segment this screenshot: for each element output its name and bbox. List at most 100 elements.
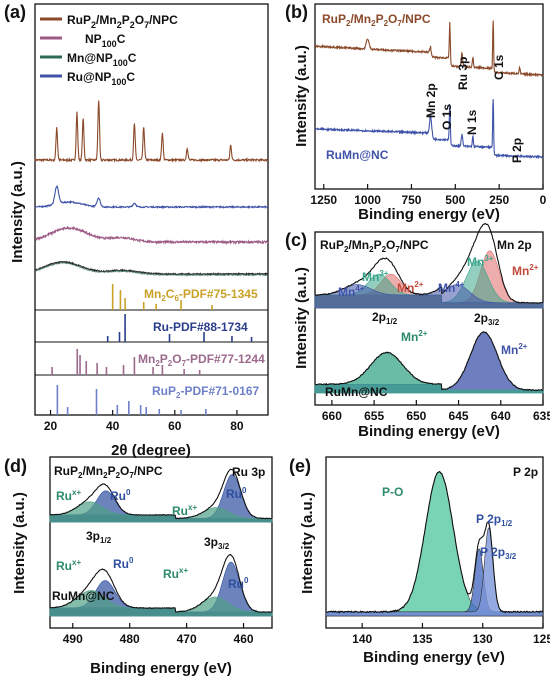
panel-d-series2-label: RuMn@NC [52, 589, 115, 603]
panel-c-mn3-left: Mn3+ [362, 269, 389, 284]
panel-c-2p32: 2p3/2 [474, 311, 500, 327]
panel-d-x-tick-label: 470 [177, 632, 197, 646]
panel-b-x-tick-label: 750 [401, 193, 421, 207]
panel-c-frame [314, 231, 544, 406]
panel-c-mn2-lower-right: Mn2+ [501, 342, 528, 357]
panel-e-curves [325, 470, 544, 617]
panel-c: 660 655 650 645 640 635 (c) RuP2/Mn2P2O7/NPC … [285, 222, 550, 440]
panel-d-3p32: 3p3/2 [204, 535, 230, 551]
panel-d-ru0-upper-left: Ru0 [110, 488, 131, 503]
panel-c-x-tick-label: 645 [449, 409, 469, 423]
panel-a-curves [34, 100, 269, 277]
panel-a-frame [34, 3, 269, 416]
panel-c-label: (c) [285, 230, 307, 250]
panel-a-xlabel: 2θ (degree) [111, 442, 191, 459]
xrd-curve-mn-np100c [34, 225, 269, 246]
legend-label-ruP2: RuP2/Mn2P2O7/NPC [67, 13, 178, 30]
panel-e-x-tick-label: 125 [533, 632, 550, 646]
panel-b-peak-mn2p: Mn 2p [424, 83, 438, 118]
ru3p-upper-envelope [49, 468, 273, 520]
panel-e-ticks: 140 135 130 125 [352, 623, 550, 646]
panel-b-x-tick-label: 250 [489, 193, 509, 207]
panel-a-x-tick-label: 80 [230, 419, 244, 433]
panel-d-ru0-upper-right: Ru0 [226, 486, 247, 501]
mn2p-envelope-lower [314, 331, 544, 392]
panel-e-label: (e) [289, 456, 311, 476]
panel-d-series1-label: RuP2/Mn2P2O7/NPC [54, 464, 163, 480]
panel-d-x-tick-label: 490 [63, 632, 83, 646]
panel-e-p2p32: P 2p3/2 [480, 545, 517, 561]
ref-label-mn2p2o7: Mn2P2O7-PDF#77-1244 [138, 352, 265, 368]
panel-b-x-tick-label: 1250 [310, 193, 337, 207]
panel-c-x-tick-label: 650 [406, 409, 426, 423]
p2p-component-peak [325, 471, 544, 617]
panel-a-x-tick-label: 60 [168, 419, 182, 433]
panel-e-x-tick-label: 130 [473, 632, 493, 646]
panel-b-ylabel: Intensity (a.u.) [293, 45, 310, 147]
panel-c-xlabel: Binding energy (eV) [358, 423, 500, 440]
panel-d-curves [49, 468, 273, 617]
ru3p-lower-envelope [49, 553, 273, 614]
panel-a-ticks: 20 40 60 80 [44, 410, 244, 433]
xps-survey-curve-rup2 [314, 20, 544, 78]
panel-e-ylabel: Intensity (a.u.) [299, 492, 316, 594]
panel-c-mn4-left: Mn4+ [338, 284, 365, 299]
panel-d-3p12: 3p1/2 [86, 529, 112, 545]
panel-d-rux-upper-left: Rux+ [56, 488, 81, 503]
panel-b-peak-p2p: P 2p [510, 138, 524, 163]
panel-d: 490 480 470 460 (d) RuP2/Mn2P2O7/NPC Ru 3p … [4, 456, 273, 677]
panel-b-peak-o1s: O 1s [440, 104, 454, 130]
panel-a-legend: RuP2/Mn2P2O7/NPC NP100C Mn@NP100C Ru@NP1… [40, 13, 178, 87]
p2p-envelope [325, 470, 544, 614]
xrd-curve-ru-np100c [34, 184, 269, 210]
panel-e: 140 135 130 125 (e) P 2p P-O P 2p1/2 P 2p3/… [289, 456, 550, 666]
panel-a-ylabel: Intensity (a.u.) [9, 161, 26, 263]
panel-b-label: (b) [285, 2, 308, 22]
panel-c-mn2-lower-left: Mn2+ [401, 329, 428, 344]
panel-e-title: P 2p [513, 465, 538, 479]
panel-b-peak-ru3p: Ru 3p [456, 57, 470, 90]
panel-b-ticks: 1250 1000 750 500 250 0 [310, 184, 547, 207]
panel-c-title: Mn 2p [497, 238, 532, 252]
panel-b-curves [314, 20, 544, 160]
panel-d-xlabel: Binding energy (eV) [90, 660, 232, 677]
panel-d-title: Ru 3p [232, 465, 265, 479]
ref-label-rup2: RuP2-PDF#71-0167 [152, 384, 259, 400]
panel-c-ticks: 660 655 650 645 640 635 [322, 400, 550, 423]
panel-b-frame [314, 3, 544, 190]
panel-c-x-tick-label: 655 [364, 409, 384, 423]
panel-d-ru0-lower-right: Ru0 [228, 576, 249, 591]
xps-survey-curve-rumn-nc [314, 99, 544, 160]
panel-c-mn3-right: Mn3+ [467, 254, 494, 269]
panel-d-rux-upper-right: Rux+ [172, 503, 197, 518]
panel-c-mn2-left: Mn2+ [397, 280, 424, 295]
panel-c-ylabel: Intensity (a.u.) [293, 267, 310, 369]
mn2p-envelope-upper [314, 222, 544, 304]
panel-d-rux-lower-left: Rux+ [56, 558, 81, 573]
ref-label-mn2c6: Mn2C6-PDF#75-1345 [144, 287, 258, 303]
panel-e-frame [325, 456, 544, 629]
panel-e-x-tick-label: 135 [412, 632, 432, 646]
panel-d-ru0-lower-left: Ru0 [113, 556, 134, 571]
panel-d-ylabel: Intensity (a.u.) [11, 492, 28, 594]
panel-c-curves [314, 222, 544, 394]
mn2p-component-peak [314, 284, 544, 309]
legend-label-mn-np100c: Mn@NP100C [67, 51, 137, 68]
panel-b-series2-label: RuMn@NC [326, 148, 389, 162]
panel-c-x-tick-label: 640 [491, 409, 511, 423]
panel-b-x-tick-label: 0 [540, 193, 547, 207]
panel-d-rux-lower-right: Rux+ [163, 566, 188, 581]
panel-c-mn4-right: Mn4+ [438, 280, 465, 295]
panel-b-x-tick-label: 500 [445, 193, 465, 207]
panel-c-series1-label: RuP2/Mn2P2O7/NPC [320, 238, 429, 254]
panel-c-2p12: 2p1/2 [372, 310, 398, 326]
panel-a-label: (a) [4, 2, 26, 22]
panel-e-po: P-O [382, 485, 403, 499]
panel-a-x-tick-label: 20 [44, 419, 58, 433]
panel-e-xlabel: Binding energy (eV) [363, 649, 505, 666]
panel-b-peak-c1s: C 1s [492, 54, 506, 80]
panel-a-x-tick-label: 40 [106, 419, 120, 433]
panel-b-x-tick-label: 1000 [354, 193, 381, 207]
panel-b-series1-label: RuP2/Mn2P2O7/NPC [322, 12, 431, 28]
panel-d-x-tick-label: 460 [234, 632, 254, 646]
